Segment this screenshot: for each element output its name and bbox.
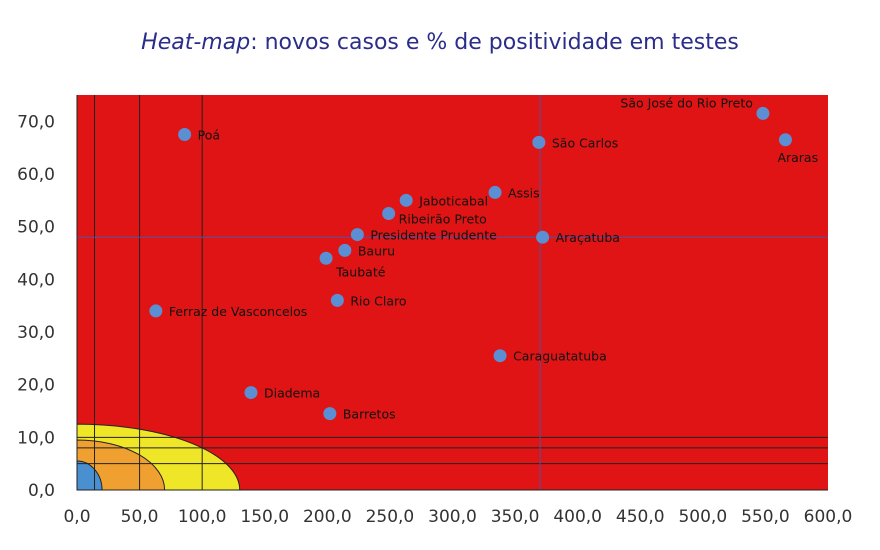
x-tick-label: 50,0 (121, 507, 159, 527)
data-point (350, 228, 364, 242)
data-point (338, 243, 352, 257)
x-tick-label: 500,0 (678, 507, 727, 527)
x-tick-label: 0,0 (63, 507, 90, 527)
x-tick-label: 600,0 (804, 507, 853, 527)
point-label: São Carlos (552, 135, 618, 150)
y-tick-label: 20,0 (17, 376, 55, 396)
x-tick-label: 450,0 (616, 507, 665, 527)
x-tick-label: 350,0 (491, 507, 540, 527)
point-label: Bauru (358, 243, 395, 258)
data-point (178, 128, 192, 141)
x-tick-label: 550,0 (741, 507, 790, 527)
point-label: Caraguatatuba (513, 349, 607, 364)
y-tick-label: 70,0 (17, 112, 55, 132)
data-point (399, 193, 413, 207)
chart-title-rest: : novos casos e % de positividade em tes… (250, 30, 739, 55)
x-tick-label: 400,0 (553, 507, 602, 527)
point-label: Araras (777, 150, 818, 165)
data-point (488, 185, 502, 199)
plot-background (77, 95, 828, 490)
data-point (382, 207, 396, 220)
point-label: São José do Rio Preto (620, 95, 752, 110)
point-label: Ferraz de Vasconcelos (169, 304, 307, 319)
y-tick-label: 40,0 (17, 270, 55, 290)
data-point (532, 135, 546, 149)
chart-title-emphasis: Heat-map (141, 30, 251, 55)
x-tick-label: 100,0 (178, 507, 227, 527)
data-point (244, 386, 258, 400)
data-point (778, 133, 792, 147)
point-label: Rio Claro (350, 293, 406, 308)
y-tick-label: 60,0 (17, 165, 55, 185)
point-label: Poá (198, 128, 220, 143)
data-point (330, 293, 344, 307)
point-label: Presidente Prudente (370, 228, 497, 243)
point-label: Barretos (343, 407, 396, 422)
data-point (149, 304, 163, 318)
y-tick-label: 0,0 (28, 481, 55, 501)
data-point (319, 251, 333, 265)
y-tick-label: 50,0 (17, 218, 55, 238)
point-label: Diadema (264, 386, 320, 401)
chart-title: Heat-map: novos casos e % de positividad… (0, 30, 880, 55)
data-point (323, 407, 337, 421)
x-tick-label: 200,0 (303, 507, 352, 527)
point-label: Araçatuba (556, 230, 620, 245)
data-point (536, 230, 550, 244)
data-point (493, 349, 507, 363)
y-tick-label: 10,0 (17, 428, 55, 448)
x-tick-label: 150,0 (240, 507, 289, 527)
point-label: Assis (508, 185, 540, 200)
data-point (756, 106, 770, 120)
x-tick-label: 300,0 (428, 507, 477, 527)
point-label: Jaboticabal (418, 193, 488, 208)
point-label: Ribeirão Preto (399, 212, 487, 227)
y-tick-label: 30,0 (17, 323, 55, 343)
x-tick-label: 250,0 (366, 507, 415, 527)
point-label: Taubaté (335, 264, 386, 279)
